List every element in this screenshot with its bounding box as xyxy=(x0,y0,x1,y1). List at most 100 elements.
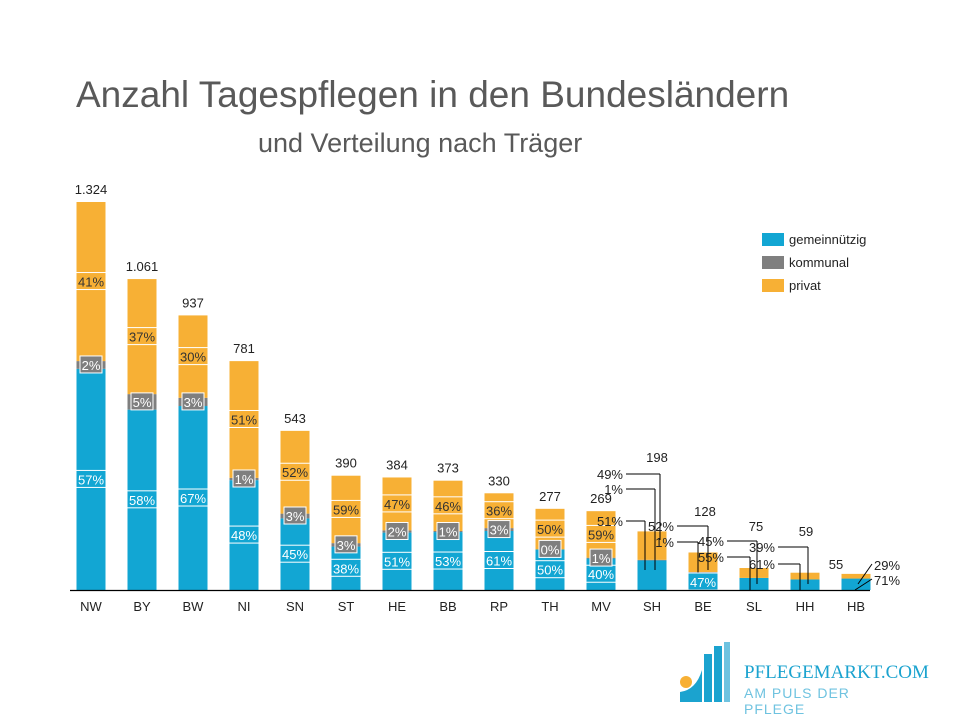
bar-HB-gemeinnützig xyxy=(841,578,871,590)
x-tick-MV: MV xyxy=(591,599,611,614)
pct-label-RP-kommunal: 3% xyxy=(490,523,509,538)
x-tick-BW: BW xyxy=(183,599,205,614)
pct-label-BB-kommunal-box xyxy=(436,522,460,541)
pct-label-HB-privat: 29% xyxy=(874,558,900,573)
pct-label-BB-kommunal: 1% xyxy=(439,525,458,540)
x-tick-NI: NI xyxy=(238,599,251,614)
pct-label-SN-kommunal: 3% xyxy=(286,509,305,524)
pct-label-BY-privat-box xyxy=(126,327,158,346)
pct-label-BB-privat: 46% xyxy=(435,499,461,514)
pct-label-NI-privat: 51% xyxy=(231,412,257,427)
pct-label-HE-privat-box xyxy=(381,494,413,513)
pct-label-HB-gemeinnützig: 71% xyxy=(874,573,900,588)
pct-label-RP-gemeinnützig-box xyxy=(483,551,515,570)
pct-label-BB-privat-box xyxy=(432,496,464,515)
leader-line-HB xyxy=(854,578,873,591)
pct-label-SH-privat: 49% xyxy=(597,467,623,482)
logo-bars-icon xyxy=(680,642,730,702)
x-tick-HH: HH xyxy=(796,599,815,614)
total-label-TH: 277 xyxy=(539,489,561,504)
pct-label-MV-kommunal-box xyxy=(589,548,613,567)
pct-label-RP-gemeinnützig: 61% xyxy=(486,554,512,569)
pct-label-HH-privat: 39% xyxy=(749,540,775,555)
bar-SL-privat xyxy=(739,568,769,578)
pct-label-BY-gemeinnützig-box xyxy=(126,490,158,509)
pct-label-ST-kommunal: 3% xyxy=(337,538,356,553)
total-label-BB: 373 xyxy=(437,461,459,476)
pct-label-BE-gemeinnützig: 47% xyxy=(690,575,716,590)
pct-label-ST-gemeinnützig: 38% xyxy=(333,561,359,576)
pct-label-SH-gemeinnützig: 51% xyxy=(597,514,623,529)
leader-line-HB xyxy=(857,563,873,585)
legend-label-kommunal: kommunal xyxy=(789,255,849,270)
legend-label-privat: privat xyxy=(789,278,821,293)
pct-label-BW-privat: 30% xyxy=(180,350,206,365)
bar-HH-privat xyxy=(790,572,820,580)
pct-label-MV-kommunal: 1% xyxy=(592,551,611,566)
legend-swatch-kommunal xyxy=(762,256,784,269)
pct-label-TH-privat: 50% xyxy=(537,522,563,537)
pct-label-BY-kommunal: 5% xyxy=(133,395,152,410)
pct-label-BW-privat-box xyxy=(177,347,209,366)
pct-label-HE-gemeinnützig: 51% xyxy=(384,554,410,569)
total-label-ST: 390 xyxy=(335,456,357,471)
pct-label-NW-privat: 41% xyxy=(78,275,104,290)
pct-label-RP-kommunal-box xyxy=(487,520,511,539)
pct-label-NI-kommunal: 1% xyxy=(235,472,254,487)
pct-label-RP-privat: 36% xyxy=(486,504,512,519)
pct-label-SN-privat-box xyxy=(279,462,311,481)
bar-SH-kommunal xyxy=(637,559,667,561)
pct-label-HE-kommunal-box xyxy=(385,521,409,540)
pct-label-BW-kommunal-box xyxy=(181,392,205,411)
pct-label-NW-gemeinnützig: 57% xyxy=(78,472,104,487)
pct-label-TH-kommunal-box xyxy=(538,539,562,558)
pct-label-HE-kommunal: 2% xyxy=(388,524,407,539)
pct-label-SL-gemeinnützig: 55% xyxy=(698,550,724,565)
pct-label-NW-privat-box xyxy=(75,272,107,291)
x-tick-HB: HB xyxy=(847,599,865,614)
bar-SH-privat xyxy=(637,531,667,560)
total-label-RP: 330 xyxy=(488,473,510,488)
total-label-NW: 1.324 xyxy=(75,182,108,197)
pct-label-NI-gemeinnützig: 48% xyxy=(231,528,257,543)
bar-SL-gemeinnützig xyxy=(739,577,769,590)
pct-label-NW-kommunal-box xyxy=(79,355,103,374)
total-label-NI: 781 xyxy=(233,341,255,356)
x-tick-BY: BY xyxy=(133,599,151,614)
pct-label-BW-gemeinnützig: 67% xyxy=(180,491,206,506)
pct-label-SN-gemeinnützig-box xyxy=(279,544,311,563)
legend-swatch-privat xyxy=(762,279,784,292)
pct-label-HE-gemeinnützig-box xyxy=(381,551,413,570)
pct-label-NI-kommunal-box xyxy=(232,469,256,488)
pflegemarkt-logo: PFLEGEMARKT.COM AM PULS DER PFLEGE xyxy=(676,640,929,717)
pct-label-RP-privat-box xyxy=(483,501,515,520)
pct-label-HE-privat: 47% xyxy=(384,497,410,512)
x-tick-RP: RP xyxy=(490,599,508,614)
pct-label-ST-kommunal-box xyxy=(334,535,358,554)
pct-label-TH-gemeinnützig: 50% xyxy=(537,563,563,578)
pct-label-NI-gemeinnützig-box xyxy=(228,525,260,544)
total-label-HE: 384 xyxy=(386,457,408,472)
pct-label-ST-privat-box xyxy=(330,499,362,518)
pct-label-BY-gemeinnützig: 58% xyxy=(129,493,155,508)
pct-label-ST-gemeinnützig-box xyxy=(330,558,362,577)
pct-label-BB-gemeinnützig: 53% xyxy=(435,554,461,569)
pct-label-BW-kommunal: 3% xyxy=(184,395,203,410)
x-tick-SN: SN xyxy=(286,599,304,614)
pct-label-HH-gemeinnützig: 61% xyxy=(749,557,775,572)
chart-subtitle: und Verteilung nach Träger xyxy=(258,128,583,158)
pct-label-BE-privat: 52% xyxy=(648,519,674,534)
logo-tagline: AM PULS DER PFLEGE xyxy=(744,685,850,717)
bar-BE-privat xyxy=(688,552,718,572)
pct-label-BY-kommunal-box xyxy=(130,392,154,411)
pct-label-MV-gemeinnützig: 40% xyxy=(588,567,614,582)
pct-label-MV-privat: 59% xyxy=(588,527,614,542)
pct-label-TH-gemeinnützig-box xyxy=(534,560,566,579)
pct-label-MV-privat-box xyxy=(585,524,617,543)
x-tick-ST: ST xyxy=(338,599,355,614)
pct-label-BE-kommunal: 1% xyxy=(655,535,674,550)
pct-label-BW-gemeinnützig-box xyxy=(177,488,209,507)
pct-label-NW-kommunal: 2% xyxy=(82,358,101,373)
x-tick-BE: BE xyxy=(694,599,712,614)
